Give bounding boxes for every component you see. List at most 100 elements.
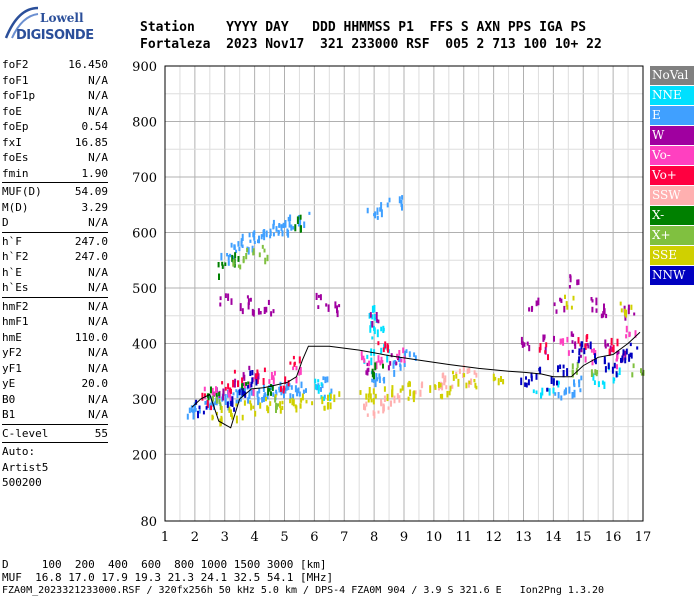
legend-item-vo: Vo+ [650, 166, 694, 185]
data-point [239, 295, 250, 315]
data-point [620, 348, 628, 364]
param-row: fxI 16.85 [2, 135, 108, 151]
param-row: h`F2 247.0 [2, 249, 108, 265]
data-point [564, 294, 575, 310]
header-labels: Station YYYY DAY DDD HHMMSS P1 FFS S AXN… [140, 20, 587, 35]
data-point [280, 376, 290, 394]
param-name: B1 [2, 408, 16, 421]
chart-axes [164, 65, 644, 522]
param-name: h`Es [2, 281, 29, 294]
param-name: M(D) [2, 200, 29, 214]
param-name: yF1 [2, 361, 22, 375]
data-point [195, 399, 208, 419]
data-point [242, 247, 255, 262]
data-point [443, 375, 454, 390]
param-row: D N/A [2, 215, 108, 231]
data-point [327, 301, 341, 318]
param-name: fmin [2, 166, 29, 180]
param-name: foF1p [2, 89, 36, 102]
param-name: foF2 [2, 58, 29, 71]
data-point [260, 229, 268, 241]
param-name: D [2, 216, 9, 229]
param-value: 3.29 [81, 200, 109, 214]
logo-text-lowell: Lowell [40, 11, 84, 25]
data-point [557, 364, 569, 378]
param-value: N/A [88, 346, 108, 359]
param-row: foF1 N/A [2, 73, 108, 89]
param-row: B0 N/A [2, 392, 108, 408]
param-name: MUF(D) [2, 185, 42, 198]
data-point [429, 381, 442, 393]
param-value: 247.0 [74, 250, 108, 263]
legend-item-nne: NNE [650, 86, 694, 105]
data-point [289, 397, 298, 413]
lowell-digisonde-logo: Lowell DIGISONDE [2, 4, 94, 44]
param-value: 0.54 [81, 120, 109, 133]
x-tick-label: 14 [545, 530, 562, 545]
param-name: hmE [2, 330, 22, 344]
param-row: foF1p N/A [2, 88, 108, 104]
data-point [577, 334, 589, 350]
polarization-legend: NoVal NNE E W Vo- Vo+ SSW X- X+ SSE NNW [650, 66, 694, 286]
param-name: C-level [2, 426, 49, 440]
param-value: 20.0 [81, 377, 109, 390]
data-point [360, 351, 371, 367]
legend-item-noval: NoVal [650, 66, 694, 85]
data-point [217, 261, 227, 280]
x-tick-label: 2 [191, 530, 199, 545]
param-value: N/A [88, 361, 108, 375]
param-value: N/A [88, 315, 108, 328]
param-value: N/A [88, 265, 108, 279]
auto-version: 500200 [2, 476, 42, 489]
data-point [287, 214, 300, 231]
param-value: N/A [88, 299, 108, 313]
data-point [299, 393, 314, 409]
x-tick-label: 7 [340, 530, 348, 545]
y-tick-label: 700 [132, 171, 157, 186]
y-tick-label: 80 [140, 515, 157, 530]
data-point [281, 220, 291, 237]
x-tick-label: 4 [250, 530, 258, 545]
param-name: B0 [2, 392, 16, 406]
data-point [594, 353, 606, 365]
param-row: yF1 N/A [2, 361, 108, 377]
data-point [366, 207, 379, 220]
x-tick-label: 17 [635, 530, 652, 545]
param-name: h`F2 [2, 250, 29, 263]
data-point [383, 385, 394, 402]
data-point [546, 376, 558, 392]
data-point [375, 355, 384, 370]
autoscaling-info: Auto: Artist5 500200 [2, 444, 108, 491]
param-value: 54.09 [74, 185, 108, 198]
param-row: h`F 247.0 [2, 234, 108, 250]
param-value: N/A [88, 408, 108, 421]
data-point [553, 297, 566, 314]
scaled-parameters-panel: foF2 16.450 foF1 N/A foF1p N/A foE N/A foEp 0.54 f… [2, 57, 108, 491]
y-tick-label: 600 [132, 226, 157, 241]
plot-frame [164, 65, 644, 522]
data-point [608, 337, 619, 356]
data-point [439, 385, 452, 400]
x-tick-label: 9 [400, 530, 408, 545]
data-point [221, 381, 232, 394]
param-value: N/A [88, 89, 108, 102]
legend-item-x: X- [650, 206, 694, 225]
x-tick-label: 12 [485, 530, 502, 545]
param-row: yE 20.0 [2, 376, 108, 392]
param-name: yE [2, 377, 16, 390]
data-point [321, 376, 333, 394]
data-point [201, 392, 213, 411]
auto-label: Auto: [2, 445, 36, 458]
data-point [380, 395, 392, 412]
data-point [263, 299, 275, 317]
param-value: N/A [88, 151, 108, 164]
data-point [314, 378, 323, 391]
param-value: 16.85 [74, 135, 108, 149]
y-tick-label: 800 [132, 115, 157, 130]
data-point [604, 362, 618, 378]
footer-muf-row: MUF 16.8 17.0 17.9 19.3 21.3 24.1 32.5 5… [2, 571, 334, 584]
data-point [294, 381, 307, 394]
data-point [532, 387, 544, 399]
param-name: hmF2 [2, 299, 29, 313]
data-point [226, 396, 236, 412]
